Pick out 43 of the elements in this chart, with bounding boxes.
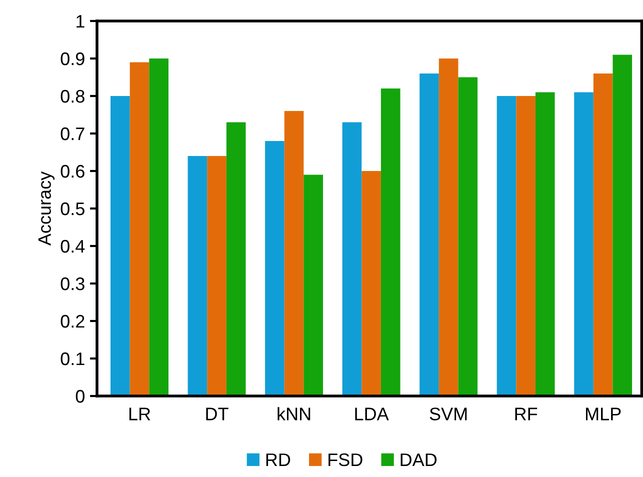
bar bbox=[207, 156, 226, 396]
bar bbox=[110, 96, 130, 396]
bar bbox=[593, 74, 613, 396]
bar bbox=[226, 122, 246, 396]
legend-label: DAD bbox=[400, 454, 437, 466]
y-tick-label: 0.7 bbox=[60, 127, 84, 140]
bar bbox=[380, 88, 400, 396]
bar bbox=[496, 96, 516, 396]
x-tick-label: RF bbox=[515, 408, 538, 420]
y-tick-label: 0.2 bbox=[60, 314, 84, 328]
bar bbox=[574, 92, 594, 396]
bar bbox=[130, 62, 150, 396]
y-tick-label: 0.9 bbox=[60, 52, 84, 66]
bar bbox=[535, 92, 555, 396]
y-tick-label: 0.3 bbox=[60, 277, 84, 290]
y-tick-label: 1 bbox=[76, 15, 84, 28]
legend-label: FSD bbox=[328, 453, 362, 466]
y-tick-label: 0.6 bbox=[60, 164, 84, 178]
bar bbox=[342, 122, 362, 396]
bar bbox=[516, 96, 536, 396]
y-tick-label: 0.4 bbox=[60, 240, 85, 253]
bar bbox=[265, 141, 284, 396]
bar bbox=[612, 54, 632, 396]
bar bbox=[420, 74, 439, 396]
bar bbox=[284, 111, 304, 396]
y-axis-title: Accuracy bbox=[38, 171, 55, 246]
x-tick-label: MLP bbox=[586, 408, 621, 420]
x-tick-label: DT bbox=[206, 408, 228, 420]
x-tick-label: LDA bbox=[355, 408, 389, 420]
x-tick-label: LR bbox=[129, 408, 150, 420]
bar bbox=[188, 156, 208, 396]
y-tick-label: 0 bbox=[76, 390, 84, 403]
bar bbox=[149, 58, 168, 396]
x-tick-label: SVM bbox=[430, 408, 467, 420]
bar bbox=[362, 171, 381, 396]
bar bbox=[458, 77, 478, 396]
legend-label: RD bbox=[266, 454, 290, 466]
y-tick-label: 0.1 bbox=[60, 352, 84, 366]
y-tick-label: 0.5 bbox=[60, 202, 84, 216]
y-tick-label: 0.8 bbox=[60, 90, 84, 103]
bar bbox=[438, 58, 458, 396]
bar bbox=[304, 174, 323, 396]
x-tick-label: kNN bbox=[278, 407, 310, 420]
